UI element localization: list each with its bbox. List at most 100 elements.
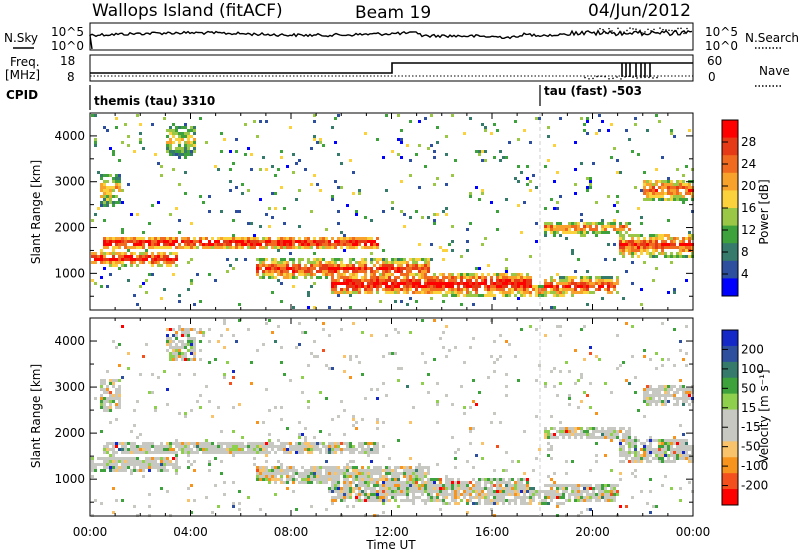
power-cell bbox=[577, 291, 580, 294]
power-cell bbox=[340, 291, 343, 294]
velocity-cell bbox=[139, 445, 142, 448]
velocity-cell bbox=[649, 397, 652, 400]
power-cell bbox=[358, 264, 361, 267]
velocity-cell bbox=[316, 472, 319, 475]
power-cell bbox=[226, 237, 229, 240]
power-cell bbox=[298, 243, 301, 246]
velocity-cell bbox=[301, 445, 304, 448]
power-cell bbox=[412, 282, 415, 285]
power-cell bbox=[304, 264, 307, 267]
velocity-cell bbox=[499, 481, 502, 484]
power-cell bbox=[553, 144, 556, 147]
velocity-cell bbox=[154, 463, 157, 466]
power-cell bbox=[412, 273, 415, 276]
power-cell bbox=[376, 288, 379, 291]
power-cell bbox=[205, 237, 208, 240]
power-cell bbox=[139, 132, 142, 135]
power-cell bbox=[484, 282, 487, 285]
power-cell bbox=[682, 174, 685, 177]
velocity-cell bbox=[307, 442, 310, 445]
power-cell bbox=[418, 120, 421, 123]
power-cell bbox=[535, 240, 538, 243]
power-cell bbox=[658, 234, 661, 237]
velocity-cell bbox=[301, 466, 304, 469]
power-cell bbox=[655, 189, 658, 192]
power-cell bbox=[616, 195, 619, 198]
power-cell bbox=[403, 267, 406, 270]
power-cell bbox=[409, 288, 412, 291]
power-cell bbox=[559, 117, 562, 120]
power-cell bbox=[142, 252, 145, 255]
power-cell bbox=[187, 150, 190, 153]
velocity-cell bbox=[130, 448, 133, 451]
velocity-cell bbox=[529, 499, 532, 502]
power-cell bbox=[607, 243, 610, 246]
velocity-cell bbox=[613, 496, 616, 499]
power-cell bbox=[115, 186, 118, 189]
power-cell bbox=[370, 291, 373, 294]
velocity-cell bbox=[460, 385, 463, 388]
power-cell bbox=[307, 273, 310, 276]
power-cell bbox=[121, 240, 124, 243]
power-cell bbox=[166, 240, 169, 243]
velocity-colorbar-swatch bbox=[722, 489, 738, 506]
velocity-cell bbox=[232, 370, 235, 373]
power-cell bbox=[667, 186, 670, 189]
velocity-cell bbox=[319, 481, 322, 484]
power-cell bbox=[256, 240, 259, 243]
power-cell bbox=[631, 255, 634, 258]
power-cell bbox=[313, 273, 316, 276]
power-cell bbox=[313, 306, 316, 309]
velocity-cell bbox=[247, 328, 250, 331]
velocity-cell bbox=[361, 499, 364, 502]
velocity-cell bbox=[190, 340, 193, 343]
power-cell bbox=[280, 264, 283, 267]
power-cell bbox=[646, 240, 649, 243]
noise-left-top-tick: 10^5 bbox=[51, 25, 84, 39]
power-cell bbox=[229, 264, 232, 267]
power-cell bbox=[259, 168, 262, 171]
velocity-cell bbox=[364, 397, 367, 400]
velocity-cell bbox=[496, 490, 499, 493]
power-cell bbox=[373, 276, 376, 279]
velocity-ytick-label: 1000 bbox=[54, 472, 85, 486]
velocity-cell bbox=[205, 448, 208, 451]
velocity-cell bbox=[628, 427, 631, 430]
velocity-cell bbox=[487, 490, 490, 493]
velocity-cell bbox=[304, 445, 307, 448]
freq-left-bot-tick: 8 bbox=[67, 70, 75, 84]
power-cell bbox=[574, 282, 577, 285]
velocity-cell bbox=[382, 445, 385, 448]
power-cell bbox=[130, 240, 133, 243]
velocity-cell bbox=[259, 445, 262, 448]
power-cell bbox=[664, 180, 667, 183]
power-cell bbox=[115, 237, 118, 240]
power-cell bbox=[469, 285, 472, 288]
velocity-cell bbox=[490, 499, 493, 502]
velocity-cell bbox=[436, 400, 439, 403]
power-cell bbox=[571, 288, 574, 291]
velocity-cell bbox=[364, 472, 367, 475]
velocity-cell bbox=[376, 493, 379, 496]
velocity-cell bbox=[499, 334, 502, 337]
power-cell bbox=[283, 276, 286, 279]
power-cell bbox=[421, 216, 424, 219]
velocity-cell bbox=[343, 481, 346, 484]
power-cell bbox=[685, 243, 688, 246]
power-cell bbox=[589, 285, 592, 288]
velocity-cell bbox=[529, 496, 532, 499]
velocity-cell bbox=[430, 496, 433, 499]
velocity-cell bbox=[385, 481, 388, 484]
power-cell bbox=[358, 279, 361, 282]
power-cell bbox=[151, 123, 154, 126]
velocity-cell bbox=[154, 445, 157, 448]
velocity-cell bbox=[487, 376, 490, 379]
power-cell bbox=[313, 240, 316, 243]
power-cell bbox=[565, 237, 568, 240]
velocity-cell bbox=[649, 385, 652, 388]
power-cell bbox=[175, 153, 178, 156]
power-cell bbox=[616, 291, 619, 294]
velocity-cell bbox=[679, 445, 682, 448]
power-cell bbox=[571, 291, 574, 294]
